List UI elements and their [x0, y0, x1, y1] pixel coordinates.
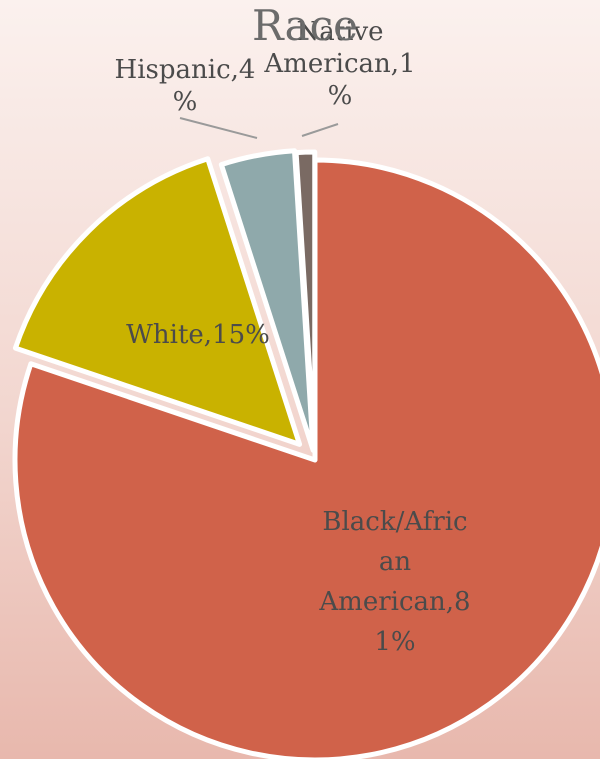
leader-line-2	[179, 117, 258, 139]
slices-group	[12, 148, 600, 759]
pie-slice-native-american	[293, 149, 318, 455]
pie-slice-black-african-american	[12, 157, 600, 759]
data-label-white: White,15%	[126, 320, 270, 350]
data-label-native-american: Native American,1%	[263, 17, 415, 111]
data-label-black-african-american: Black/Afric an American,8 1%	[318, 507, 470, 657]
leader-lines-group	[179, 117, 339, 139]
data-label-hispanic: Hispanic,4%	[115, 55, 256, 117]
labels-group: Black/Afric an American,8 1% White,15% Hispan…	[115, 17, 471, 657]
chart-title: Race	[252, 1, 358, 50]
leader-line-3	[301, 123, 339, 137]
pie-slice-white	[12, 156, 303, 447]
